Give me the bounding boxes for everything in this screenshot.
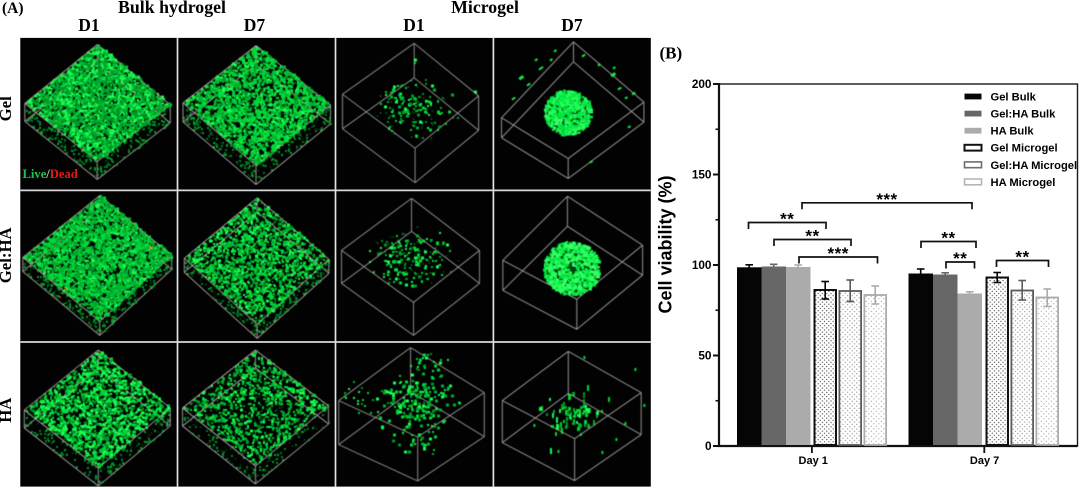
- svg-text:HA: HA: [0, 398, 15, 423]
- svg-text:HA Microgel: HA Microgel: [991, 177, 1056, 189]
- svg-text:0: 0: [705, 439, 712, 453]
- svg-text:**: **: [941, 229, 955, 248]
- svg-text:(A): (A): [2, 0, 24, 17]
- svg-text:D7: D7: [244, 15, 266, 35]
- svg-text:D7: D7: [561, 15, 583, 35]
- svg-text:200: 200: [692, 77, 712, 91]
- svg-text:Microgel: Microgel: [451, 0, 519, 17]
- svg-text:(B): (B): [660, 44, 683, 63]
- svg-text:**: **: [1015, 248, 1029, 267]
- svg-text:Bulk hydrogel: Bulk hydrogel: [118, 0, 226, 17]
- svg-text:Live/Dead: Live/Dead: [23, 167, 78, 181]
- svg-text:**: **: [780, 210, 794, 229]
- svg-text:D1: D1: [78, 15, 99, 35]
- svg-text:**: **: [805, 227, 819, 246]
- svg-text:Gel:HA: Gel:HA: [0, 227, 15, 283]
- svg-text:Gel:HA Microgel: Gel:HA Microgel: [991, 160, 1078, 172]
- svg-text:Gel Bulk: Gel Bulk: [991, 92, 1037, 104]
- svg-text:Day 1: Day 1: [799, 455, 828, 467]
- svg-text:***: ***: [828, 244, 849, 263]
- svg-text:150: 150: [692, 168, 712, 182]
- svg-text:D1: D1: [403, 15, 424, 35]
- svg-text:Cell viability (%): Cell viability (%): [656, 175, 676, 313]
- svg-text:Gel:HA Bulk: Gel:HA Bulk: [991, 109, 1057, 121]
- svg-text:100: 100: [692, 258, 712, 272]
- svg-text:***: ***: [876, 190, 897, 209]
- svg-text:HA Bulk: HA Bulk: [991, 126, 1035, 138]
- svg-text:**: **: [953, 249, 967, 268]
- svg-text:Gel Microgel: Gel Microgel: [991, 143, 1058, 155]
- svg-text:Day 7: Day 7: [970, 455, 999, 467]
- svg-text:50: 50: [698, 349, 712, 363]
- svg-text:Gel: Gel: [0, 96, 15, 122]
